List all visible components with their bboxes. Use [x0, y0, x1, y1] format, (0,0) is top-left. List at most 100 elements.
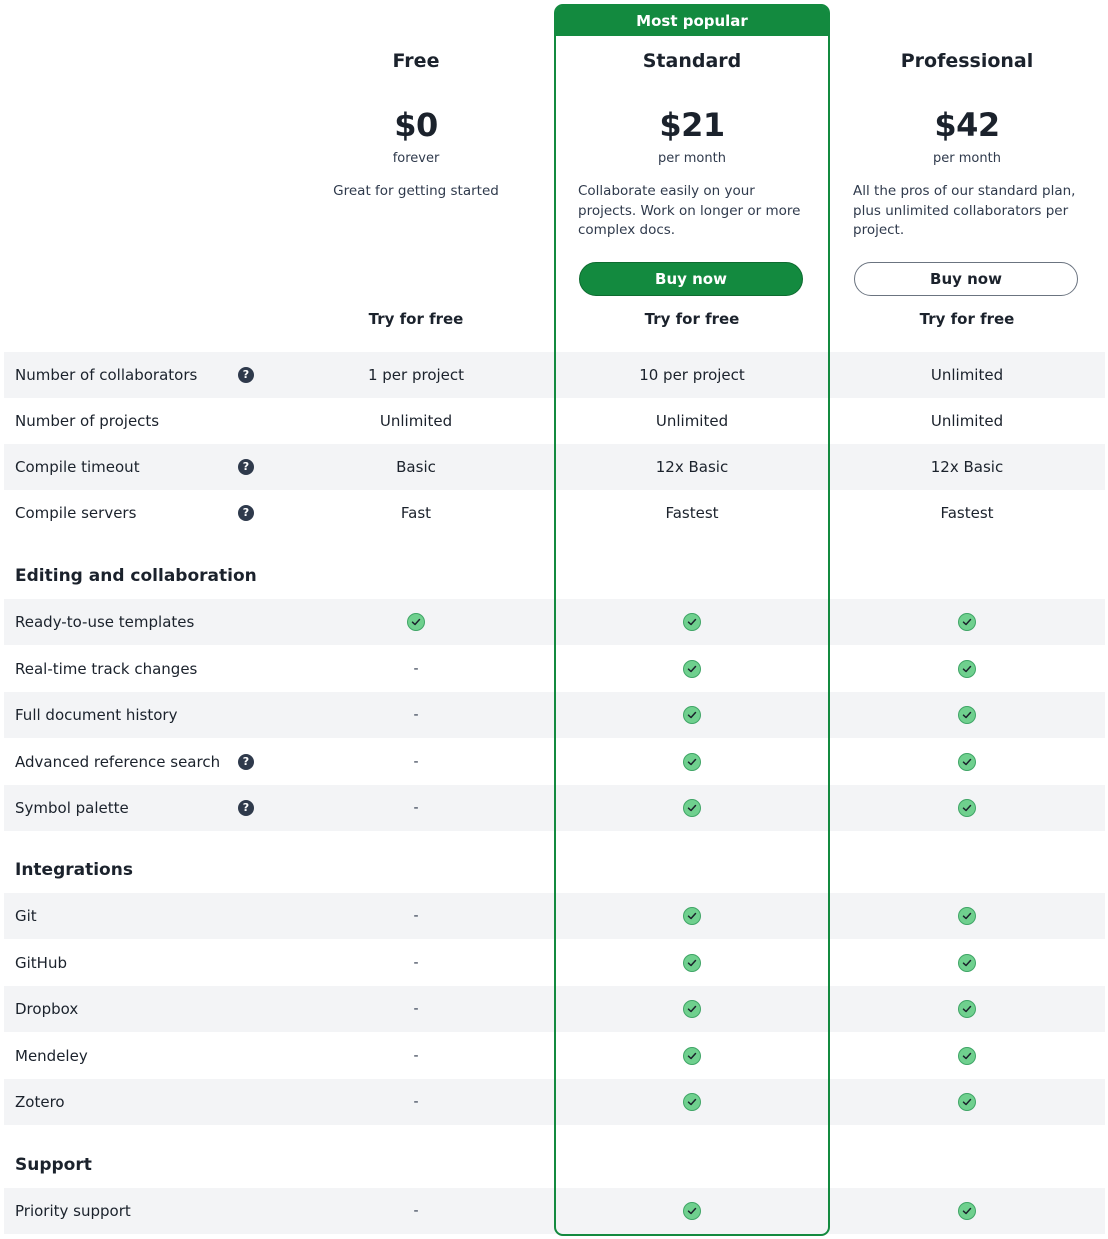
check-icon — [683, 613, 701, 631]
plan-cell: - — [278, 692, 554, 738]
feature-label: Compile timeout — [15, 458, 140, 476]
table-row: Dropbox - — [4, 986, 1105, 1032]
check-icon — [958, 907, 976, 925]
feature-label: Number of collaborators — [15, 366, 198, 384]
plan-cell — [829, 785, 1105, 831]
try-for-free-link[interactable]: Try for free — [919, 310, 1015, 328]
table-row: Advanced reference search? - — [4, 739, 1105, 785]
table-row: Real-time track changes - — [4, 646, 1105, 692]
not-included-dash: - — [413, 707, 419, 723]
plan-price: $42 — [934, 106, 1000, 144]
feature-label: Ready-to-use templates — [15, 613, 195, 631]
plan-cell: Basic — [278, 444, 554, 490]
cell-value: Unlimited — [930, 412, 1004, 430]
check-icon — [407, 613, 425, 631]
plan-cell: - — [278, 1188, 554, 1234]
help-icon[interactable]: ? — [238, 505, 254, 521]
feature-label: Mendeley — [15, 1046, 88, 1065]
help-icon[interactable]: ? — [238, 367, 254, 383]
plan-cell: Unlimited — [554, 398, 830, 444]
plan-cell: 12x Basic — [554, 444, 830, 490]
plan-cell: Unlimited — [829, 398, 1105, 444]
feature-label: Real-time track changes — [15, 659, 198, 678]
check-icon — [958, 1000, 976, 1018]
section-title: Support — [15, 1155, 92, 1175]
plan-cell — [554, 1033, 830, 1079]
check-icon — [958, 706, 976, 724]
plan-cell — [554, 893, 830, 939]
check-icon — [958, 659, 976, 678]
plan-cell — [554, 692, 830, 738]
cell-value: 12x Basic — [930, 458, 1004, 476]
not-included-dash: - — [413, 1094, 419, 1110]
not-included-dash: - — [413, 660, 419, 677]
help-icon[interactable]: ? — [238, 800, 254, 816]
plan-period: per month — [658, 151, 726, 166]
plan-cell: - — [278, 1033, 554, 1079]
plan-cell — [554, 1079, 830, 1125]
check-icon — [958, 1202, 976, 1220]
plan-description: Collaborate easily on your projects. Wor… — [578, 183, 801, 238]
check-icon — [683, 1202, 701, 1220]
plan-cell — [829, 986, 1105, 1032]
feature-label: Compile servers — [15, 504, 137, 522]
plan-name: Professional — [900, 50, 1034, 72]
plan-period: per month — [933, 151, 1001, 166]
not-included-dash: - — [413, 1203, 419, 1219]
plan-description: All the pros of our standard plan, plus … — [853, 183, 1076, 238]
check-icon — [958, 953, 976, 972]
help-icon[interactable]: ? — [238, 459, 254, 475]
cell-value: Fastest — [940, 504, 994, 522]
table-row: Zotero - — [4, 1079, 1105, 1125]
plan-cell: - — [278, 785, 554, 831]
section-title: Editing and collaboration — [15, 566, 257, 586]
check-icon — [958, 799, 976, 817]
buy-now-button[interactable]: Buy now — [854, 262, 1078, 296]
plan-cell: - — [278, 893, 554, 939]
feature-label: Zotero — [15, 1093, 65, 1111]
table-row: Compile servers? Fast Fastest Fastest — [4, 490, 1105, 536]
feature-label: Full document history — [15, 706, 178, 724]
not-included-dash: - — [413, 800, 419, 816]
check-icon — [958, 752, 976, 771]
table-row: Ready-to-use templates — [4, 599, 1105, 645]
feature-label: Git — [15, 907, 37, 925]
cell-value: 12x Basic — [655, 458, 729, 476]
plan-cell: Fast — [278, 490, 554, 536]
table-row: Priority support - — [4, 1188, 1105, 1234]
try-for-free-link[interactable]: Try for free — [368, 310, 464, 328]
check-icon — [683, 706, 701, 724]
plan-cell: - — [278, 986, 554, 1032]
check-icon — [683, 953, 701, 972]
plan-cell — [278, 599, 554, 645]
check-icon — [958, 1046, 976, 1065]
cell-value: Fastest — [665, 504, 719, 522]
plan-cell — [829, 893, 1105, 939]
buy-now-button[interactable]: Buy now — [579, 262, 803, 296]
feature-label: GitHub — [15, 953, 67, 972]
check-icon — [958, 1093, 976, 1111]
table-row: Symbol palette? - — [4, 785, 1105, 831]
try-for-free-link[interactable]: Try for free — [644, 310, 740, 328]
plan-cell: - — [278, 940, 554, 986]
plan-cell: Unlimited — [278, 398, 554, 444]
plan-cell — [554, 599, 830, 645]
not-included-dash: - — [413, 1001, 419, 1017]
check-icon — [683, 752, 701, 771]
plan-free: Free $0 forever Great for getting starte… — [278, 0, 554, 352]
plan-period: forever — [392, 151, 440, 166]
plan-cell: - — [278, 739, 554, 785]
feature-label: Advanced reference search — [15, 752, 221, 771]
plan-cell: 12x Basic — [829, 444, 1105, 490]
feature-label: Dropbox — [15, 1000, 79, 1018]
check-icon — [683, 907, 701, 925]
plan-cell — [554, 785, 830, 831]
cell-value: Fast — [400, 504, 432, 522]
plan-name: Standard — [642, 50, 742, 72]
cell-value: 10 per project — [639, 366, 745, 384]
check-icon — [958, 613, 976, 631]
cell-value: Unlimited — [655, 412, 729, 430]
plan-cell — [829, 1188, 1105, 1234]
plan-cell: Unlimited — [829, 352, 1105, 398]
help-icon[interactable]: ? — [238, 753, 254, 770]
